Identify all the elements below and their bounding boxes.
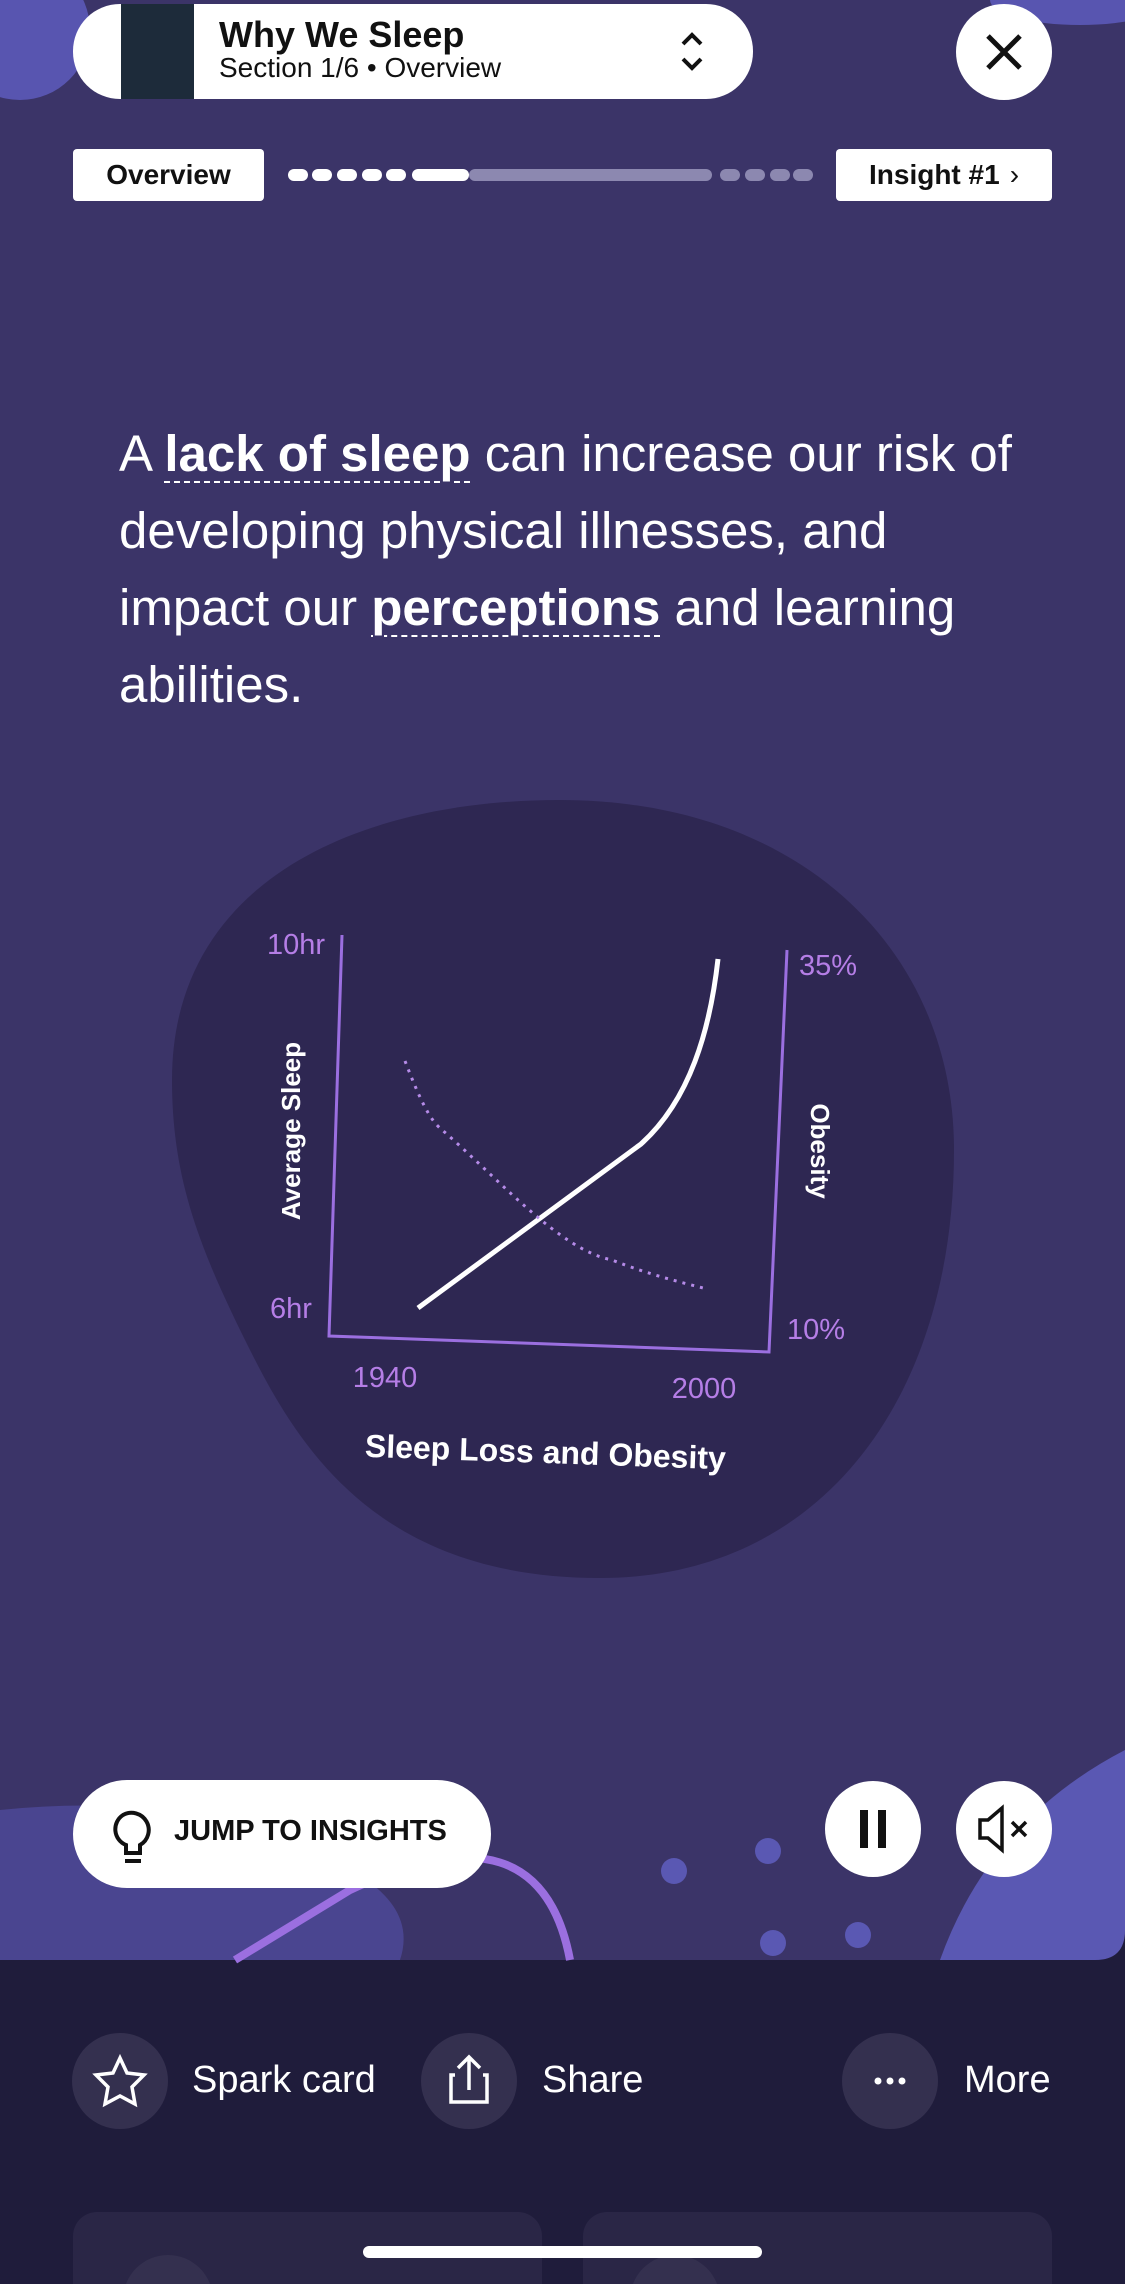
card-icon: [632, 2255, 718, 2284]
more-icon: [874, 2077, 906, 2085]
axes: [327, 934, 789, 1354]
pause-button[interactable]: [825, 1781, 921, 1877]
bulb-icon: [113, 1810, 151, 1863]
mute-icon: [978, 1804, 1028, 1854]
card-icon: [125, 2255, 211, 2284]
axis-title: Average Sleep: [276, 1042, 306, 1220]
action-label: More: [964, 2059, 1051, 2101]
chevron-icon: [681, 32, 703, 71]
overview-button[interactable]: Overview: [73, 149, 264, 201]
text: and learning abilities.: [119, 579, 956, 713]
share-icon: [449, 2054, 489, 2104]
action-label: Share: [542, 2059, 644, 2101]
text: can increase our risk of developing phys…: [119, 425, 1012, 636]
decoration: [760, 1930, 786, 1956]
jump-label: JUMP TO INSIGHTS: [174, 1815, 447, 1847]
book-cover: [121, 4, 194, 99]
decoration: [755, 1838, 781, 1864]
paragraph: A lack of sleep can increase our risk of…: [119, 415, 1019, 723]
pause-icon: [860, 1810, 868, 1848]
decoration: [661, 1858, 687, 1884]
axis-label: 6hr: [270, 1293, 312, 1325]
keyword[interactable]: perceptions: [371, 579, 661, 636]
illustration-blob: [172, 800, 954, 1578]
axis-title: Obesity: [805, 1103, 835, 1199]
text: A: [119, 425, 165, 482]
close-icon: [986, 34, 1022, 70]
mute-button[interactable]: [956, 1781, 1052, 1877]
axis-label: 10hr: [267, 929, 325, 961]
decoration: [0, 0, 90, 100]
jump-button[interactable]: [73, 1780, 491, 1888]
axis-label: 35%: [799, 950, 857, 982]
next-label: Insight #1: [868, 159, 1000, 190]
spark-icon: [92, 2053, 148, 2108]
axis-label: 1940: [353, 1362, 418, 1394]
axis-label: 2000: [672, 1373, 737, 1405]
sleep-curve: [403, 1060, 708, 1291]
axis-label: 10%: [787, 1314, 845, 1346]
spark-button[interactable]: [72, 2033, 168, 2129]
arrow: ›: [1009, 159, 1020, 190]
keyword[interactable]: lack of sleep: [164, 425, 471, 482]
obesity-curve: [416, 958, 721, 1311]
section-label: Section 1/6 • Overview: [219, 52, 502, 83]
book-title: Why We Sleep: [219, 14, 465, 55]
action-label: Spark card: [192, 2059, 376, 2101]
progress: [288, 169, 813, 181]
book-pill[interactable]: [73, 4, 753, 99]
home-indicator: [363, 2246, 762, 2258]
pause-icon: [878, 1810, 886, 1848]
next-insight-button[interactable]: Insight #1 ›: [836, 149, 1052, 201]
decoration: [845, 1922, 871, 1948]
